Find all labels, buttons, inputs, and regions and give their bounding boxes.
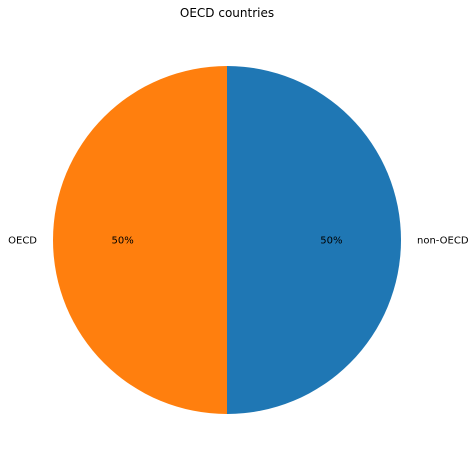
slice-label: OECD xyxy=(8,236,37,247)
slice-label: non-OECD xyxy=(417,236,469,247)
chart-title: OECD countries xyxy=(180,6,274,20)
pie-labels: non-OECD 50% OECD 50% xyxy=(8,236,469,247)
pie-slice-non-oecd xyxy=(227,66,401,414)
slice-percent-label: 50% xyxy=(111,236,133,247)
pie-slice-oecd xyxy=(53,66,227,414)
pie-slices xyxy=(53,66,401,414)
slice-percent-label: 50% xyxy=(320,236,342,247)
